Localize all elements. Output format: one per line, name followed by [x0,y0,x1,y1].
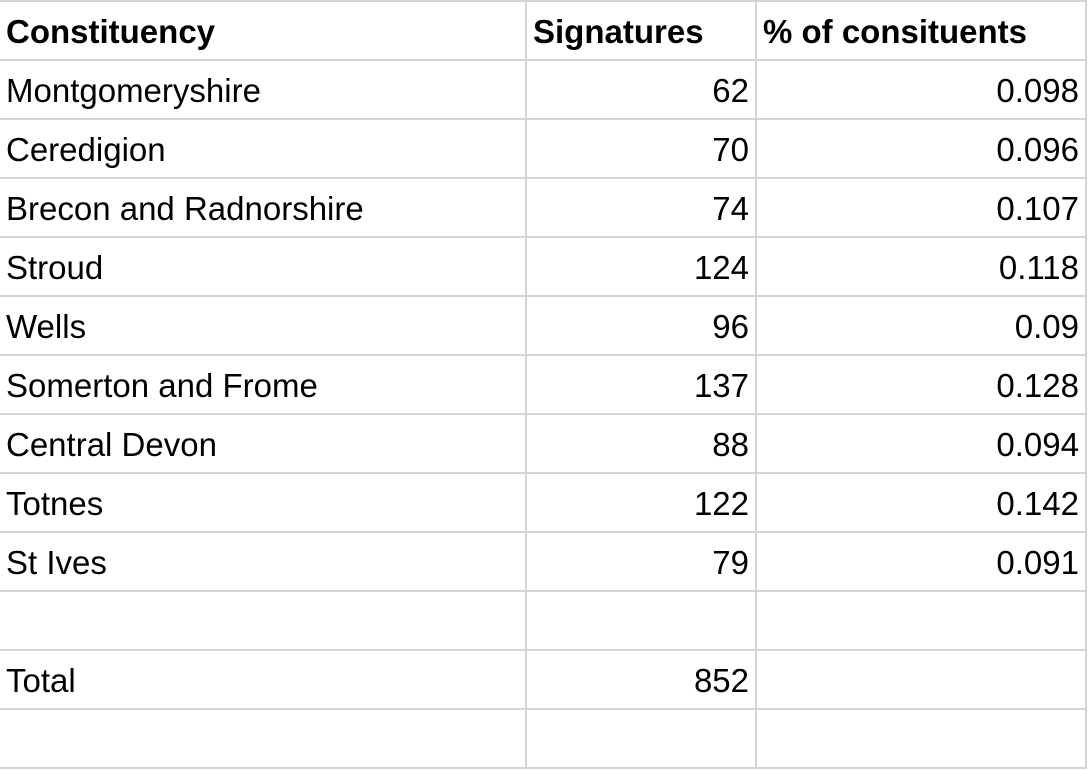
number-cell: 0.107 [757,179,1087,238]
number-cell: 0.091 [757,533,1087,592]
name-cell: Somerton and Frome [0,356,527,415]
number-cell: 137 [527,356,757,415]
header-cell: Signatures [527,2,757,61]
grid-line [0,0,1087,2]
number-cell: 0.142 [757,474,1087,533]
empty-cell [527,592,757,651]
empty-cell [757,710,1087,769]
number-cell: 70 [527,120,757,179]
name-cell: Montgomeryshire [0,61,527,120]
name-cell: Totnes [0,474,527,533]
number-cell: 0.098 [757,61,1087,120]
number-cell: 124 [527,238,757,297]
number-cell: 96 [527,297,757,356]
name-cell: Stroud [0,238,527,297]
name-cell: Brecon and Radnorshire [0,179,527,238]
empty-cell [527,710,757,769]
header-cell: % of consituents [757,2,1087,61]
number-cell: 0.128 [757,356,1087,415]
number-cell: 79 [527,533,757,592]
empty-cell [0,710,527,769]
number-cell: 0.096 [757,120,1087,179]
name-cell: Ceredigion [0,120,527,179]
empty-cell [757,592,1087,651]
number-cell: 74 [527,179,757,238]
total-label: Total [0,651,527,710]
total-cell [757,651,1087,710]
number-cell: 88 [527,415,757,474]
name-cell: St Ives [0,533,527,592]
header-cell: Constituency [0,2,527,61]
number-cell: 0.118 [757,238,1087,297]
number-cell: 62 [527,61,757,120]
number-cell: 0.094 [757,415,1087,474]
number-cell: 0.09 [757,297,1087,356]
name-cell: Wells [0,297,527,356]
total-cell: 852 [527,651,757,710]
name-cell: Central Devon [0,415,527,474]
number-cell: 122 [527,474,757,533]
empty-cell [0,592,527,651]
